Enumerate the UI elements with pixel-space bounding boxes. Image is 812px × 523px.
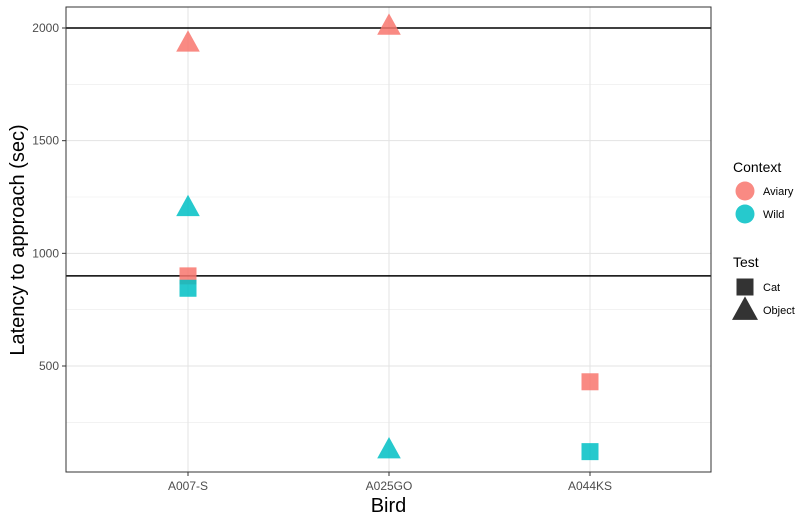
x-tick-label: A025GO	[366, 479, 413, 493]
data-point	[179, 279, 197, 297]
x-tick-label: A044KS	[568, 479, 612, 493]
data-point	[176, 30, 200, 52]
x-axis-title: Bird	[371, 495, 407, 517]
grid-lines	[66, 7, 711, 472]
legend: Context Aviary Wild Test Cat Object	[732, 159, 795, 320]
legend-title-context: Context	[733, 159, 781, 175]
legend-key-wild	[735, 204, 755, 224]
y-tick-label: 2000	[32, 21, 59, 35]
y-tick-label: 500	[39, 359, 59, 373]
data-point	[581, 443, 599, 461]
legend-label-object: Object	[763, 305, 795, 317]
y-axis: 500 1000 1500 2000	[32, 21, 66, 373]
legend-label-cat: Cat	[763, 282, 780, 294]
data-point	[377, 436, 401, 459]
data-point	[176, 194, 200, 217]
y-axis-title: Latency to approach (sec)	[7, 124, 29, 355]
legend-key-aviary	[735, 181, 755, 201]
y-tick-label: 1000	[32, 246, 59, 260]
data-point	[377, 13, 401, 35]
legend-label-wild: Wild	[763, 209, 784, 221]
legend-key-cat	[736, 278, 754, 296]
legend-title-test: Test	[733, 254, 759, 270]
x-tick-label: A007-S	[168, 479, 208, 493]
y-tick-label: 1500	[32, 134, 59, 148]
x-axis: A007-S A025GO A044KS	[168, 472, 612, 493]
legend-label-aviary: Aviary	[763, 186, 794, 198]
data-point	[581, 373, 599, 391]
legend-key-object	[732, 296, 758, 320]
data-points	[176, 13, 599, 461]
